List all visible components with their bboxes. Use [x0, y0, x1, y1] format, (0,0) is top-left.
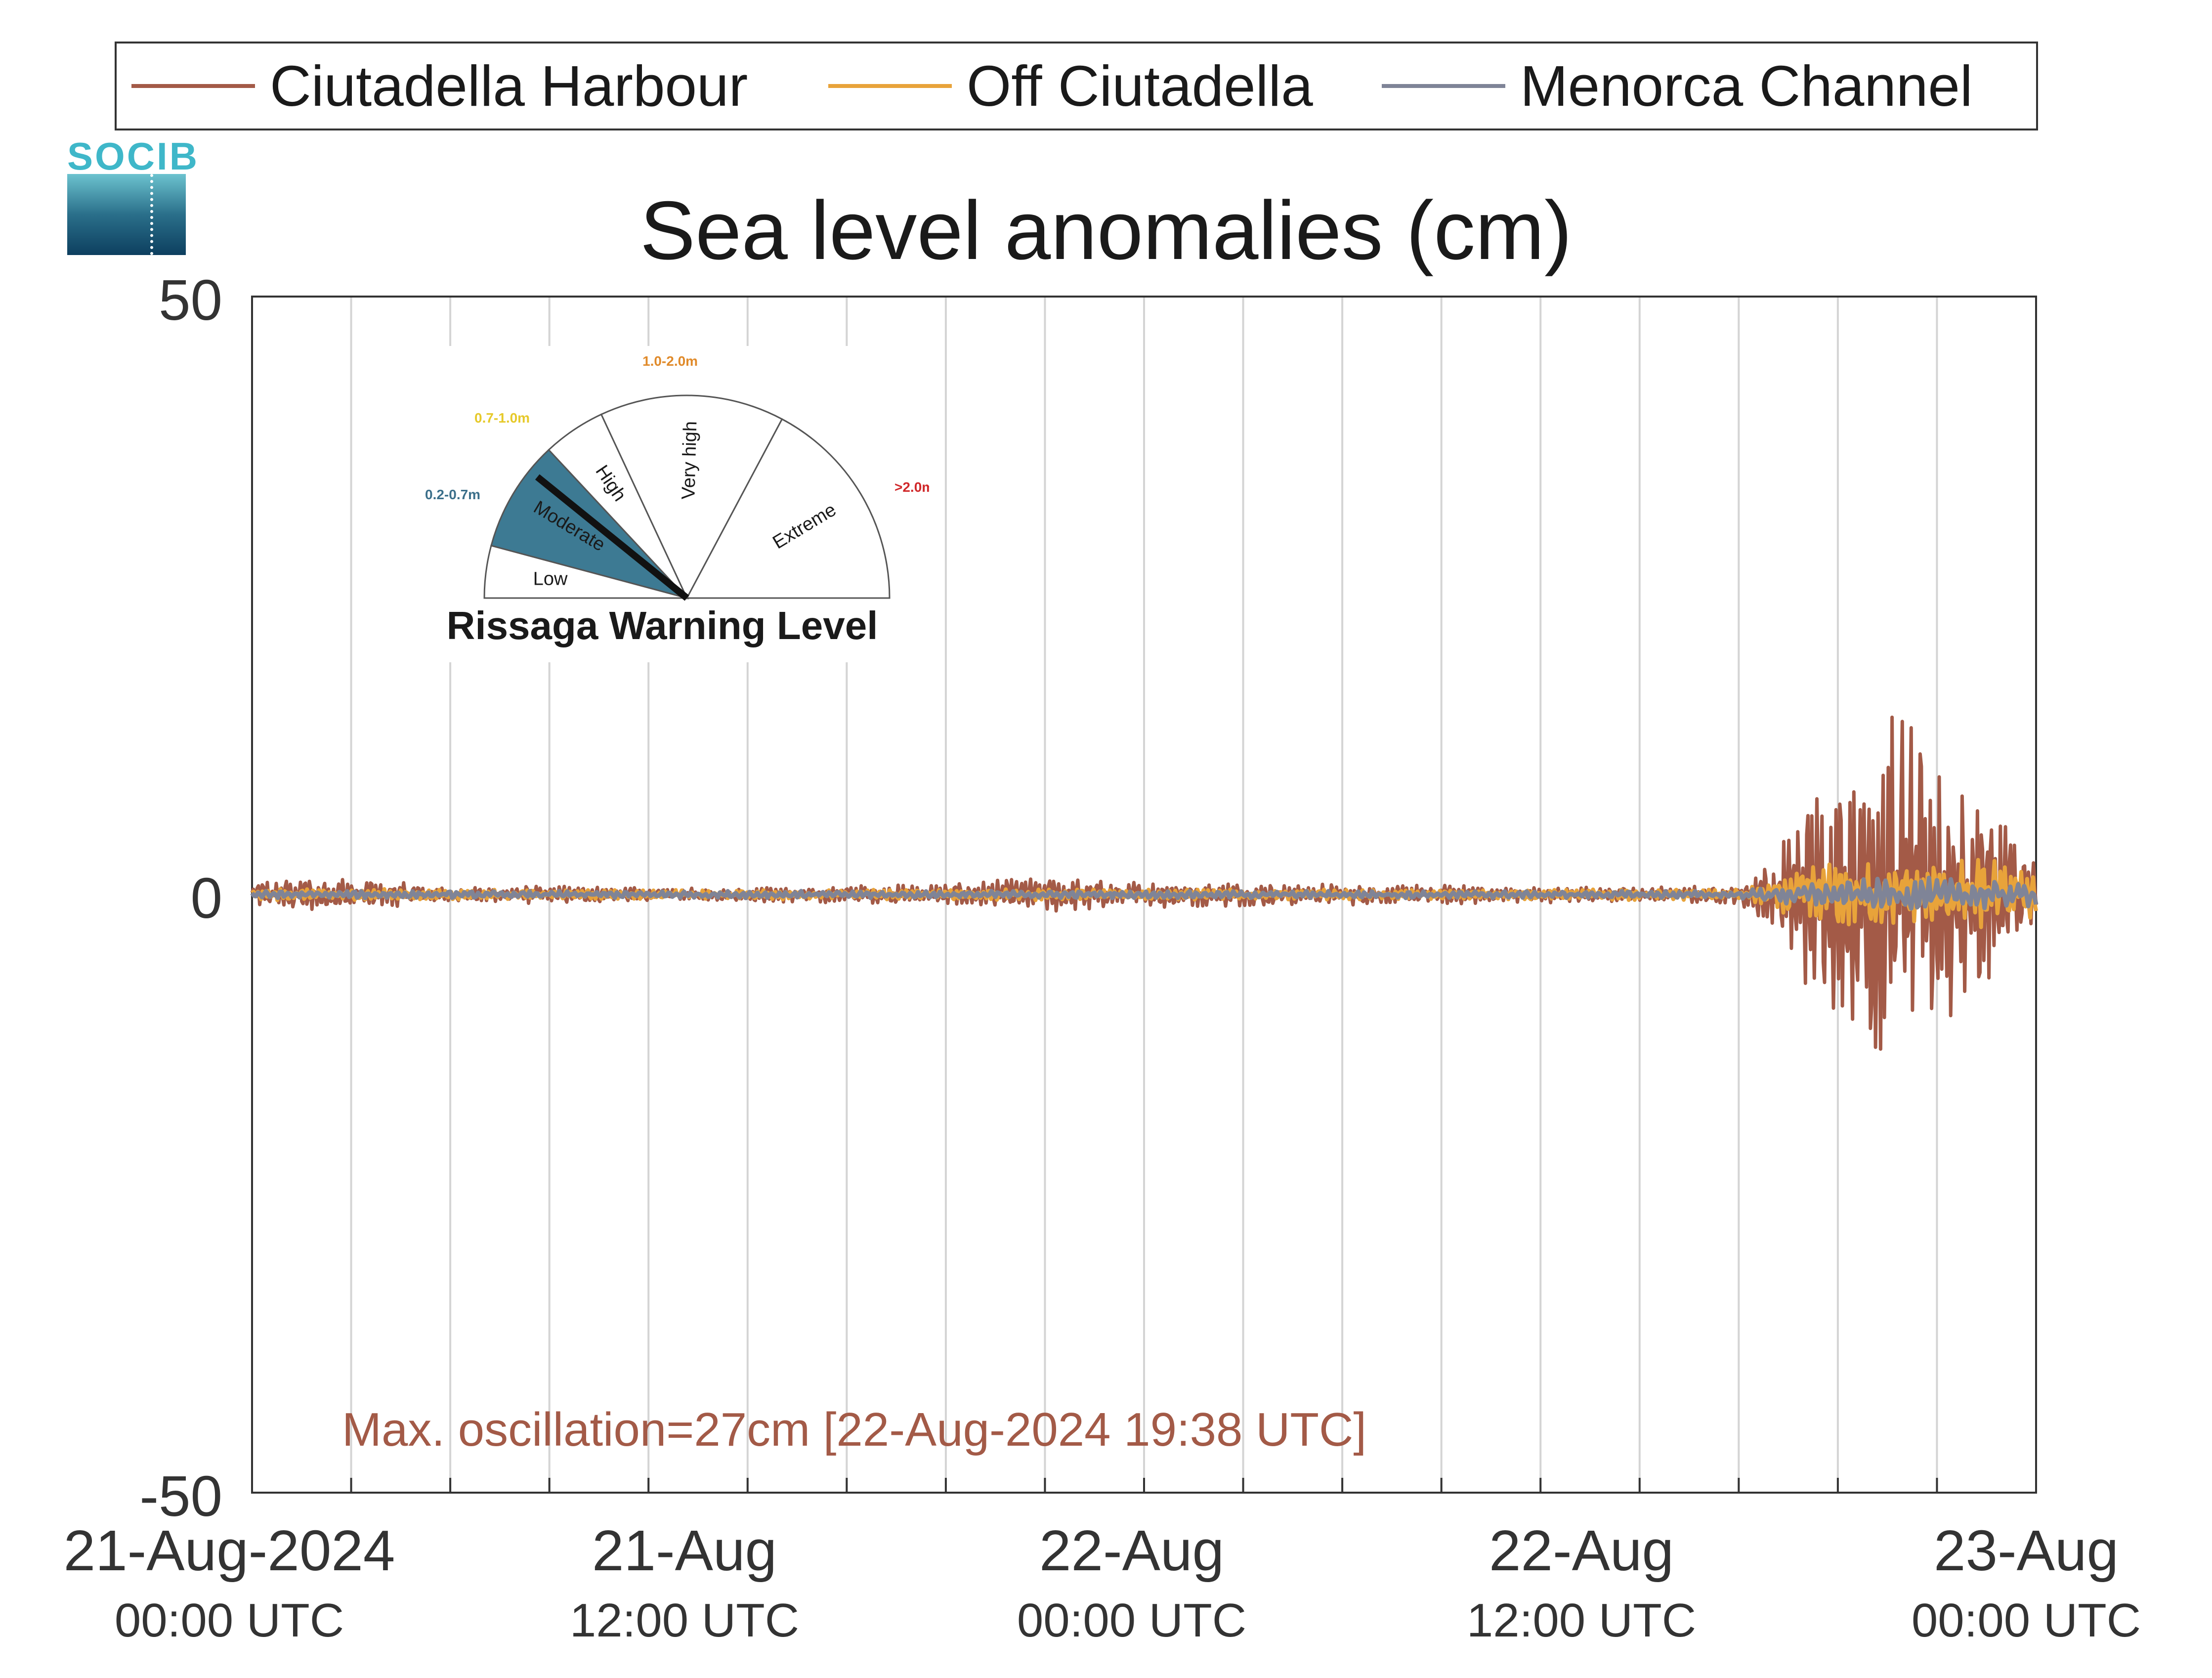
y-tick-label: -50 — [139, 1464, 222, 1528]
logo-dotted-line — [150, 174, 153, 255]
gauge-level-label: Low — [533, 569, 568, 590]
x-tick-date: 21-Aug — [592, 1518, 777, 1583]
legend-item-off-ciutadella: Off Ciutadella — [828, 43, 1313, 129]
legend-swatch-ciutadella-harbour — [131, 84, 255, 88]
x-tick-time: 12:00 UTC — [569, 1594, 800, 1647]
x-tick-date: 22-Aug — [1489, 1518, 1674, 1583]
x-tick-label: 21-Aug 12:00 UTC — [462, 1517, 907, 1648]
socib-logo: SOCIB — [67, 134, 200, 255]
legend: Ciutadella Harbour Off Ciutadella Menorc… — [115, 42, 2038, 130]
x-tick-label: 22-Aug 12:00 UTC — [1359, 1517, 1804, 1648]
gauge-range-label: 0.2-0.7m — [425, 487, 480, 502]
gauge-sector-very-high — [600, 394, 783, 600]
logo-gradient — [67, 174, 186, 255]
legend-label: Off Ciutadella — [967, 54, 1313, 118]
legend-item-ciutadella-harbour: Ciutadella Harbour — [131, 43, 748, 129]
x-tick-time: 00:00 UTC — [114, 1594, 344, 1647]
gauge-level-label: Very high — [678, 421, 701, 499]
x-tick-marks — [350, 1478, 1938, 1493]
x-tick-date: 23-Aug — [1933, 1518, 2119, 1583]
x-tick-label: 21-Aug-2024 00:00 UTC — [7, 1517, 452, 1648]
gauge-sector-extreme — [685, 418, 891, 599]
gauge-range-label: >2.0m — [894, 479, 929, 495]
x-tick-time: 00:00 UTC — [1017, 1594, 1247, 1647]
max-oscillation-annotation: Max. oscillation=27cm [22-Aug-2024 19:38… — [342, 1403, 1367, 1456]
logo-text: SOCIB — [67, 134, 200, 178]
x-tick-date: 21-Aug-2024 — [63, 1518, 395, 1583]
x-tick-label: 22-Aug 00:00 UTC — [909, 1517, 1354, 1648]
x-tick-time: 12:00 UTC — [1466, 1594, 1697, 1647]
legend-swatch-off-ciutadella — [828, 84, 952, 88]
legend-item-menorca-channel: Menorca Channel — [1382, 43, 1973, 129]
legend-label: Ciutadella Harbour — [270, 54, 748, 118]
series-lines — [250, 715, 2039, 1051]
gauge-range-label: 1.0-2.0m — [642, 353, 698, 369]
y-tick-label: 50 — [158, 268, 222, 332]
gauge-title: Rissaga Warning Level — [446, 603, 878, 647]
legend-swatch-menorca-channel — [1382, 84, 1505, 88]
x-tick-date: 22-Aug — [1039, 1518, 1225, 1583]
y-tick-label: 0 — [190, 866, 222, 930]
legend-label: Menorca Channel — [1520, 54, 1973, 118]
x-tick-time: 00:00 UTC — [1911, 1594, 2141, 1647]
rissaga-warning-gauge: Low<0.2mModerate0.2-0.7mHigh0.7-1.0mVery… — [395, 346, 929, 662]
series-line-menorca-channel — [250, 875, 2039, 911]
gauge-range-label: 0.7-1.0m — [474, 410, 530, 426]
gauge-needle — [535, 474, 689, 601]
gauge-sectors — [483, 394, 891, 600]
chart-title: Sea level anomalies (cm) — [639, 184, 1573, 277]
x-tick-label: 23-Aug 00:00 UTC — [1804, 1517, 2212, 1648]
